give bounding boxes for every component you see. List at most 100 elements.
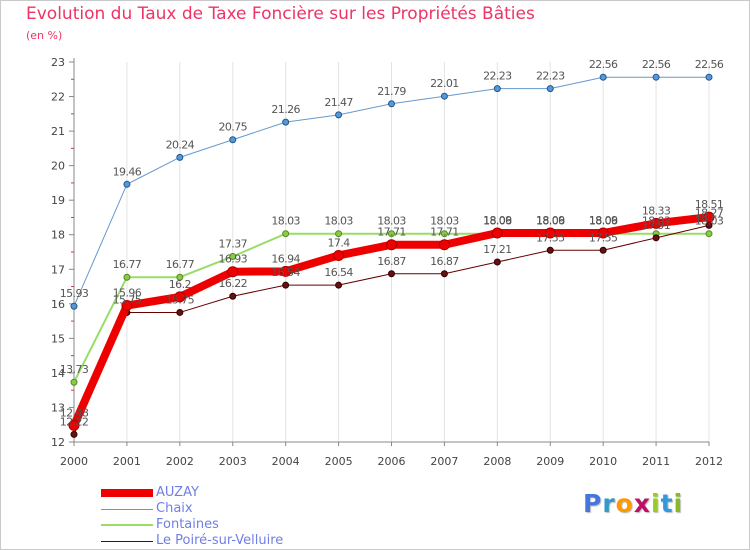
x-tick-label-2011: 2011 [642, 455, 670, 468]
y-tick-label: 19 [51, 194, 65, 207]
data-point [174, 291, 186, 303]
x-tick-label-2008: 2008 [483, 455, 511, 468]
y-tick-label: 17 [51, 263, 65, 276]
data-label: 17.4 [328, 236, 351, 249]
data-label: 15.75 [166, 293, 195, 306]
data-point [176, 153, 184, 161]
logo-letter: r [602, 489, 616, 518]
data-point [493, 85, 501, 93]
data-point [70, 302, 78, 310]
data-point [652, 234, 660, 242]
legend-item-auzay: AUZAY [101, 485, 361, 501]
data-label: 20.75 [219, 121, 248, 134]
x-tick-label-2002: 2002 [166, 455, 194, 468]
data-label: 22.56 [642, 58, 671, 71]
data-label: 12.22 [60, 415, 89, 428]
x-tick-label-2007: 2007 [430, 455, 458, 468]
proxiti-logo: Proxiti [583, 489, 683, 518]
data-point [546, 85, 554, 93]
legend-label: Chaix [156, 501, 193, 516]
x-tick-label-2000: 2000 [60, 455, 88, 468]
data-label: 16.77 [113, 258, 142, 271]
data-label: 21.47 [324, 96, 353, 109]
legend-swatch [101, 509, 153, 510]
data-label: 16.87 [377, 255, 406, 268]
legend-label: Fontaines [156, 517, 219, 532]
y-tick-label: 21 [51, 125, 65, 138]
data-point [335, 230, 343, 238]
data-point [68, 419, 80, 431]
data-label: 16.94 [271, 252, 300, 265]
data-point [282, 230, 290, 238]
logo-letter: t [660, 489, 674, 518]
data-label: 16.93 [219, 253, 248, 266]
data-label: 21.26 [271, 103, 300, 116]
data-point [70, 378, 78, 386]
data-label: 15.96 [113, 287, 142, 300]
y-tick-label: 13 [51, 401, 65, 414]
y-tick-label: 14 [51, 367, 65, 380]
data-label: 18.03 [377, 215, 406, 228]
legend-swatch [101, 524, 153, 526]
data-point [386, 239, 397, 251]
data-point [176, 273, 184, 281]
data-label: 17.55 [536, 231, 565, 244]
data-label: 17.37 [219, 237, 248, 250]
data-label: 13.73 [60, 363, 89, 376]
data-point [388, 100, 395, 108]
data-point [650, 217, 662, 229]
y-tick-label: 15 [51, 332, 65, 345]
data-label: 16.2 [169, 278, 191, 291]
line-chart: 12 13 14 15 16 17 18 19 20 21 22 23 2000 2001 2002 2003… [51, 56, 724, 468]
x-tick-label-2003: 2003 [219, 455, 247, 468]
data-label: 22.56 [695, 58, 724, 71]
x-tick-label-2001: 2001 [113, 455, 141, 468]
data-label: 22.56 [589, 58, 618, 71]
data-label: 18.03 [271, 215, 300, 228]
logo-letter: x [633, 489, 651, 518]
data-label: 18.51 [695, 198, 724, 211]
data-point [546, 246, 554, 254]
data-point [229, 136, 237, 144]
data-point [70, 430, 78, 438]
y-tick-label: 23 [51, 56, 65, 69]
data-point [388, 230, 395, 238]
data-label: 18.06 [483, 215, 512, 228]
data-label: 16.54 [324, 266, 353, 279]
y-tick-label: 20 [51, 160, 65, 173]
data-label: 18.06 [589, 215, 618, 228]
legend-item-le-poir-sur-velluire: Le Poiré-sur-Velluire [101, 533, 361, 549]
legend-swatch [101, 541, 153, 542]
data-label: 18.09 [589, 214, 618, 227]
data-point [440, 230, 448, 238]
data-point [544, 227, 556, 239]
x-tick-label-2006: 2006 [378, 455, 406, 468]
y-tick-label: 18 [51, 229, 65, 242]
data-label: 17.55 [589, 231, 618, 244]
data-point [282, 281, 290, 289]
data-label: 17.91 [642, 219, 671, 232]
data-point [280, 265, 292, 277]
data-label: 17.21 [483, 243, 512, 256]
data-point [599, 246, 607, 254]
data-point [282, 118, 290, 126]
data-point [229, 292, 237, 300]
data-point [652, 73, 660, 81]
data-point [123, 273, 131, 281]
series-lines [68, 73, 715, 438]
data-label: 22.23 [536, 70, 565, 83]
x-tick-label-2005: 2005 [325, 455, 353, 468]
data-point [440, 270, 448, 278]
data-point [705, 230, 713, 238]
data-point [705, 73, 713, 81]
legend-label: Le Poiré-sur-Velluire [156, 533, 284, 548]
data-point [176, 308, 184, 316]
data-point [335, 111, 343, 119]
data-label: 22.01 [430, 77, 459, 90]
data-label: 19.46 [113, 165, 142, 178]
data-label: 21.79 [377, 85, 406, 98]
y-tick-label: 22 [51, 91, 65, 104]
data-label: 18.03 [430, 215, 459, 228]
x-tick-label-2012: 2012 [695, 455, 723, 468]
